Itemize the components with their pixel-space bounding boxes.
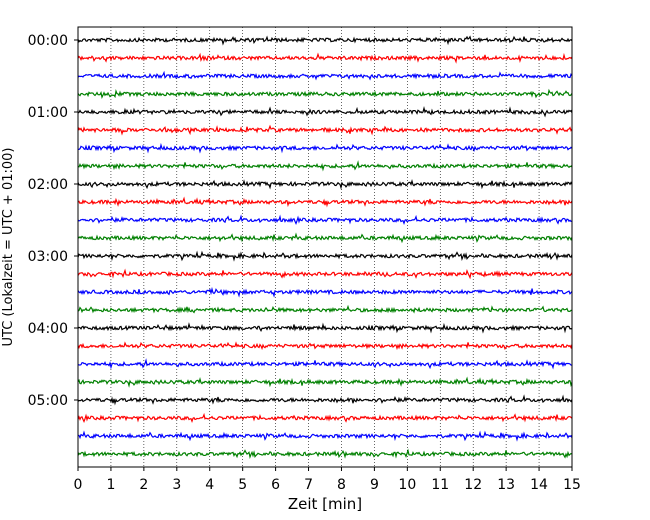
x-axis-title: Zeit [min] [288,495,362,513]
trace-line [77,196,573,208]
trace-line [77,52,573,64]
trace-series [77,35,573,460]
x-tick-label: 4 [205,477,214,493]
y-axis-ticks: 00:00 01:00 02:00 03:00 04:00 05:00 [28,33,78,409]
trace-line [77,178,573,190]
y-axis-title: UTC (Lokalzeit = UTC + 01:00) [1,148,16,347]
x-tick-label: 12 [464,477,482,493]
y-tick-label: 05:00 [28,393,68,409]
trace-line [77,304,573,314]
trace-line [77,250,573,262]
x-tick-label: 9 [370,477,379,493]
x-tick-label: 8 [337,477,346,493]
x-tick-label: 2 [139,477,148,493]
y-tick-label: 00:00 [28,33,68,49]
y-tick-label: 02:00 [28,177,68,193]
trace-line [77,214,573,225]
trace-line [77,430,573,442]
x-tick-label: 15 [563,477,581,493]
x-tick-label: 7 [304,477,313,493]
trace-line [77,358,573,370]
trace-line [77,341,573,351]
trace-line [77,88,573,99]
trace-line [77,394,573,406]
trace-line [77,322,573,334]
x-tick-label: 14 [530,477,548,493]
y-tick-label: 01:00 [28,105,68,121]
trace-line [77,35,573,46]
x-tick-label: 3 [172,477,181,493]
trace-line [77,160,573,172]
y-tick-label: 03:00 [28,249,68,265]
x-tick-label: 0 [74,477,83,493]
plot-frame [77,26,573,468]
x-tick-label: 6 [271,477,280,493]
trace-line [77,412,573,423]
trace-line [77,268,573,280]
trace-line [77,376,573,388]
x-tick-label: 5 [238,477,247,493]
x-tick-label: 1 [106,477,115,493]
y-tick-label: 04:00 [28,321,68,337]
x-tick-label: 11 [431,477,449,493]
trace-line [77,142,573,154]
trace-line [77,448,573,460]
x-tick-label: 13 [497,477,515,493]
trace-line [77,124,573,136]
trace-line [77,105,573,118]
x-tick-label: 10 [398,477,416,493]
x-axis-ticks: 0 1 2 3 4 5 6 7 8 9 10 11 12 13 14 15 [74,467,581,493]
trace-line [77,70,573,81]
trace-line [77,232,573,244]
trace-line [77,286,573,298]
grid-lines [110,27,540,467]
